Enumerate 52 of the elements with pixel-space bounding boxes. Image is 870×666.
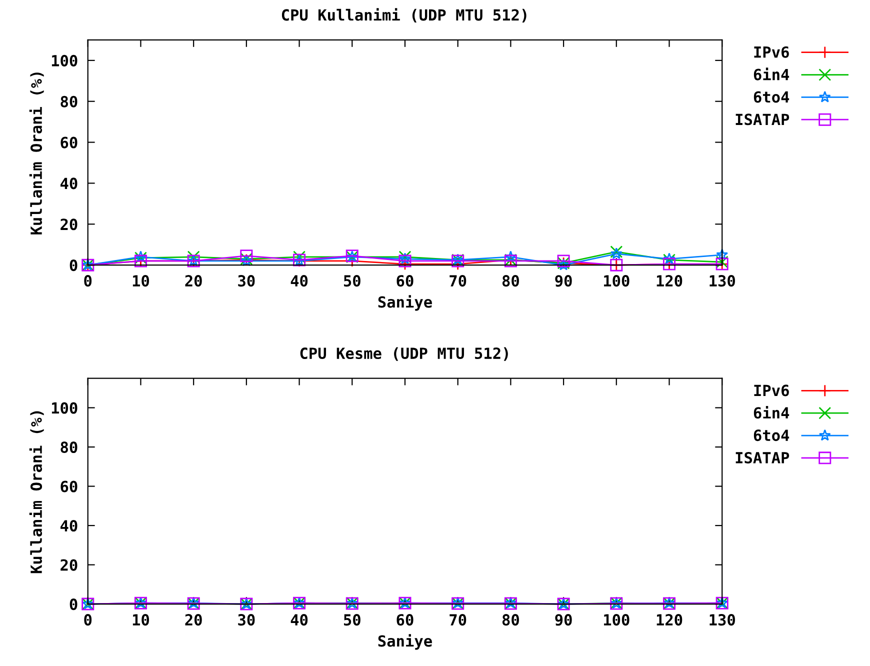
y-tick-label: 60 — [60, 136, 78, 148]
x-tick-label: 70 — [450, 275, 466, 287]
chart-title: CPU Kesme (UDP MTU 512) — [300, 347, 508, 361]
legend-label: 6in4 — [754, 68, 790, 80]
y-axis-title: Kullanim Orani (%) — [29, 411, 44, 574]
y-tick-label: 80 — [60, 441, 78, 454]
x-tick-label: 100 — [604, 614, 630, 626]
x-tick-label: 50 — [344, 614, 360, 626]
x-tick-label: 90 — [555, 275, 572, 287]
y-tick-label: 40 — [60, 178, 78, 190]
y-tick-label: 40 — [60, 520, 78, 532]
x-tick-label: 130 — [710, 614, 735, 626]
x-tick-label: 10 — [132, 614, 150, 626]
y-tick-label: 20 — [60, 218, 78, 230]
x-tick-label: 90 — [555, 614, 572, 626]
x-tick-label: 80 — [502, 275, 519, 287]
x-tick-label: 100 — [604, 275, 630, 287]
y-tick-label: 0 — [70, 598, 78, 610]
x-tick-label: 10 — [132, 275, 150, 287]
x-tick-label: 20 — [185, 275, 202, 287]
x-tick-label: 60 — [396, 614, 414, 626]
x-axis-title: Saniye — [378, 634, 432, 650]
legend-label: 6to4 — [754, 91, 790, 103]
x-tick-label: 0 — [84, 614, 92, 626]
chart-title: CPU Kullanimi (UDP MTU 512) — [282, 8, 526, 23]
y-tick-label: 60 — [60, 480, 78, 492]
x-tick-label: 60 — [396, 275, 414, 287]
y-tick-label: 100 — [52, 402, 78, 414]
y-tick-label: 80 — [60, 96, 78, 108]
legend-label: 6in4 — [754, 406, 790, 419]
x-tick-label: 30 — [238, 614, 255, 626]
x-tick-label: 20 — [185, 614, 202, 626]
x-tick-label: 120 — [656, 275, 682, 287]
x-tick-label: 120 — [656, 614, 682, 626]
x-tick-label: 40 — [290, 275, 308, 287]
x-tick-label: 50 — [344, 275, 360, 287]
y-tick-label: 20 — [60, 559, 78, 571]
legend-label: IPv6 — [754, 46, 789, 58]
legend-label: ISATAP — [736, 114, 790, 126]
legend-label: 6to4 — [754, 430, 790, 442]
x-axis-title: Saniye — [378, 295, 432, 311]
x-tick-label: 40 — [290, 614, 308, 626]
x-tick-label: 80 — [502, 614, 519, 626]
y-tick-label: 0 — [70, 260, 78, 272]
x-tick-label: 30 — [238, 275, 255, 287]
y-axis-title: Kullanim Orani (%) — [29, 72, 44, 234]
legend-label: IPv6 — [754, 384, 789, 396]
legend-label: ISATAP — [736, 452, 790, 464]
x-tick-label: 0 — [84, 275, 92, 287]
x-tick-label: 130 — [710, 275, 735, 287]
y-tick-label: 100 — [52, 54, 78, 66]
x-tick-label: 70 — [450, 614, 466, 626]
